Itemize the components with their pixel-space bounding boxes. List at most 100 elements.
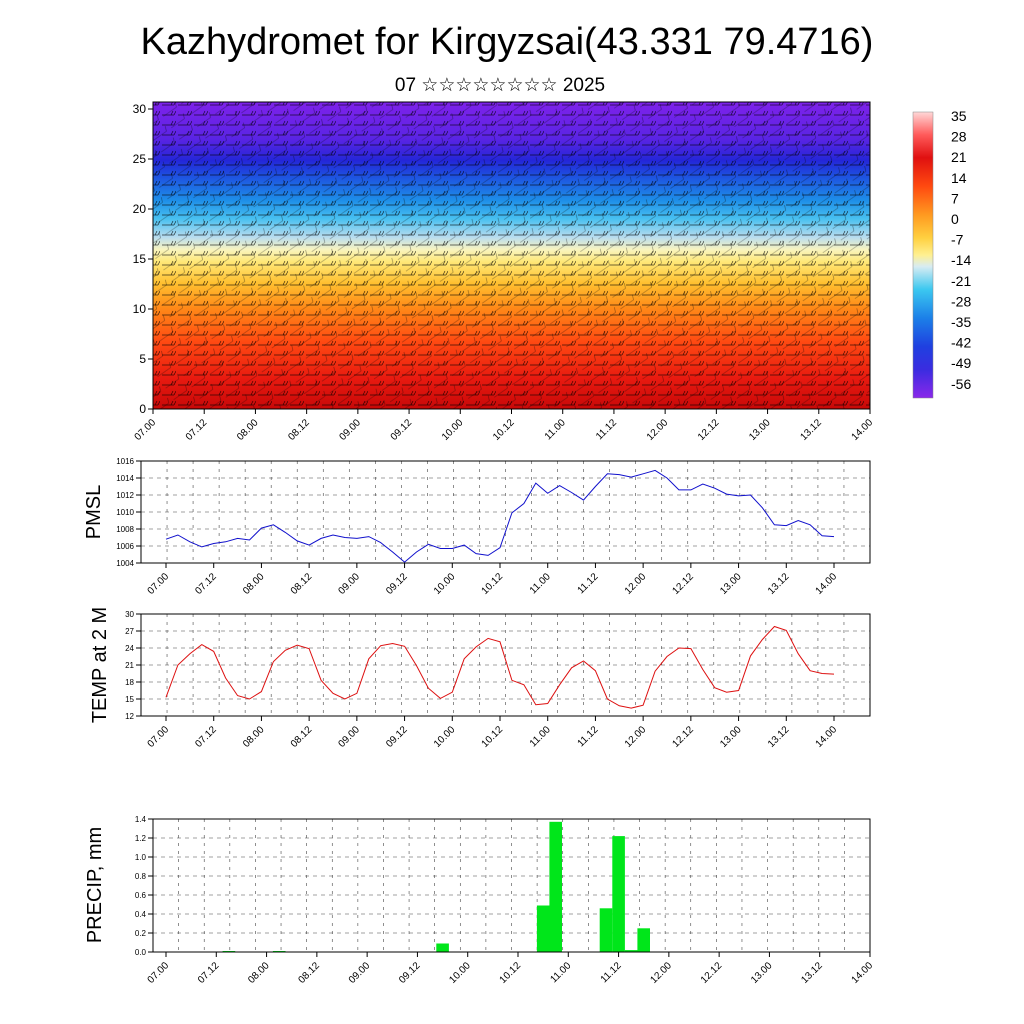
- precip-bar: [599, 908, 613, 952]
- x-tick-label: 09.12: [389, 417, 415, 443]
- x-tick-label: 13.12: [766, 571, 792, 597]
- x-tick-label: 13.00: [718, 724, 744, 750]
- y-tick-label: 10: [133, 302, 147, 316]
- y-axis: 1004 1006 1008 1010 1012 1014 1016: [116, 457, 141, 568]
- x-tick-label: 12.00: [623, 724, 649, 750]
- grid: [152, 818, 871, 953]
- x-tick-label: 11.12: [599, 960, 624, 985]
- x-tick-label: 12.12: [699, 960, 725, 986]
- y-tick-label: 0: [139, 402, 146, 416]
- y-axis: 0 5 10 15 20 25 30: [133, 102, 153, 416]
- y-tick-label: 5: [139, 352, 146, 366]
- colorbar-label: 28: [951, 129, 967, 145]
- x-tick-label: 12.00: [645, 417, 671, 443]
- page-title: Kazhydromet for Kirgyzsai(43.331 79.4716…: [141, 21, 874, 63]
- colorbar-label: 35: [951, 108, 967, 124]
- x-tick-label: 14.00: [814, 571, 840, 597]
- x-tick-label: 11.00: [528, 724, 553, 749]
- colorbar-label: -56: [951, 376, 971, 392]
- precip-bar: [549, 821, 562, 952]
- x-tick-label: 13.00: [749, 960, 775, 986]
- x-tick-label: 10.12: [498, 960, 524, 986]
- x-tick-label: 08.00: [235, 417, 261, 443]
- wind-barbs-layer-2: [153, 102, 870, 409]
- x-tick-label: 10.00: [447, 960, 473, 986]
- y-tick-label: 1.2: [135, 834, 147, 843]
- y-tick-label: 0.8: [135, 872, 147, 881]
- x-tick-label: 07.00: [146, 960, 172, 986]
- colorbar: 35 28 21 14 7 0 -7 -14 -21 -28 -35 -42 -49 -56: [912, 108, 971, 399]
- y-tick-label: 12: [125, 712, 134, 721]
- x-tick-label: 08.12: [289, 571, 315, 597]
- colorbar-label: -35: [951, 314, 971, 330]
- y-axis-label: PRECIP, mm: [84, 827, 106, 943]
- colorbar-label: -14: [951, 252, 971, 268]
- y-tick-label: 1014: [116, 474, 134, 483]
- x-tick-label: 08.00: [241, 724, 267, 750]
- y-tick-label: 0.4: [135, 910, 147, 919]
- x-tick-label: 11.00: [543, 417, 568, 442]
- vertical-profile-panel: 0 5 10 15 20 25 30 07.00 07.12 08.00 08.12 09.00 09…: [133, 101, 876, 443]
- y-tick-label: 21: [125, 661, 134, 670]
- x-axis: 07.00 07.12 08.00 08.12 09.00 09.12 10.00 10.12…: [146, 952, 876, 986]
- page-subtitle: 07 ☆☆☆☆☆☆☆☆ 2025: [395, 75, 605, 96]
- x-tick-label: 09.00: [347, 960, 373, 986]
- temp-series-line: [165, 625, 835, 709]
- precip-panel: 0.0 0.2 0.4 0.6 0.8 1.0 1.2 1.4 07.00 07.12 08.00…: [84, 815, 875, 986]
- y-tick-label: 1004: [116, 559, 134, 568]
- colorbar-label: 0: [951, 211, 959, 227]
- y-tick-label: 1010: [116, 508, 134, 517]
- x-tick-label: 09.00: [338, 417, 364, 443]
- colorbar-label: -42: [951, 335, 971, 351]
- grid: [140, 613, 871, 717]
- x-tick-label: 14.00: [850, 960, 876, 986]
- precip-bar: [536, 905, 550, 953]
- plot-frame: [152, 818, 871, 953]
- x-tick-label: 11.00: [548, 960, 573, 985]
- y-tick-label: 30: [125, 610, 134, 619]
- precip-bar: [624, 950, 638, 952]
- x-tick-label: 10.12: [480, 571, 506, 597]
- y-tick-label: 20: [133, 202, 147, 216]
- x-tick-label: 09.00: [337, 724, 363, 750]
- x-tick-label: 08.12: [297, 960, 323, 986]
- y-tick-label: 27: [125, 627, 134, 636]
- grid: [140, 460, 871, 564]
- y-tick-label: 1.4: [135, 815, 147, 824]
- x-tick-label: 12.12: [671, 571, 697, 597]
- y-tick-label: 30: [133, 102, 147, 116]
- x-tick-label: 07.12: [196, 960, 222, 986]
- pmsl-series-line: [165, 469, 835, 563]
- x-tick-label: 13.12: [798, 417, 824, 443]
- x-axis: 07.00 07.12 08.00 08.12 09.00 09.12 10.00 10.12…: [146, 563, 840, 597]
- x-tick-label: 08.12: [286, 417, 312, 443]
- x-tick-label: 09.12: [384, 571, 410, 597]
- colorbar-label: 21: [951, 149, 967, 165]
- x-axis: 07.00 07.12 08.00 08.12 09.00 09.12 10.00 10.12…: [133, 409, 876, 443]
- y-tick-label: 1006: [116, 542, 134, 551]
- x-tick-label: 07.12: [184, 417, 210, 443]
- x-tick-label: 10.00: [432, 724, 458, 750]
- x-tick-label: 11.12: [594, 417, 619, 442]
- colorbar-label: 14: [951, 170, 967, 186]
- colorbar-labels: 35 28 21 14 7 0 -7 -14 -21 -28 -35 -42 -49 -56: [951, 108, 971, 392]
- x-tick-label: 08.00: [246, 960, 272, 986]
- x-tick-label: 12.00: [623, 571, 649, 597]
- colorbar-label: -21: [951, 273, 971, 289]
- x-tick-label: 10.12: [480, 724, 506, 750]
- y-axis-label: PMSL: [83, 485, 105, 539]
- x-axis: 07.00 07.12 08.00 08.12 09.00 09.12 10.00 10.12…: [146, 716, 840, 750]
- x-tick-label: 14.00: [814, 724, 840, 750]
- x-tick-label: 14.00: [850, 417, 876, 443]
- y-tick-label: 1008: [116, 525, 134, 534]
- x-tick-label: 09.12: [384, 724, 410, 750]
- x-tick-label: 13.12: [766, 724, 792, 750]
- x-tick-label: 07.12: [193, 724, 219, 750]
- x-tick-label: 10.00: [432, 571, 458, 597]
- y-tick-label: 15: [125, 695, 134, 704]
- x-tick-label: 09.12: [397, 960, 423, 986]
- x-tick-label: 07.12: [193, 571, 219, 597]
- x-tick-label: 07.00: [133, 417, 159, 443]
- colorbar-label: -28: [951, 293, 971, 309]
- x-tick-label: 08.00: [241, 571, 267, 597]
